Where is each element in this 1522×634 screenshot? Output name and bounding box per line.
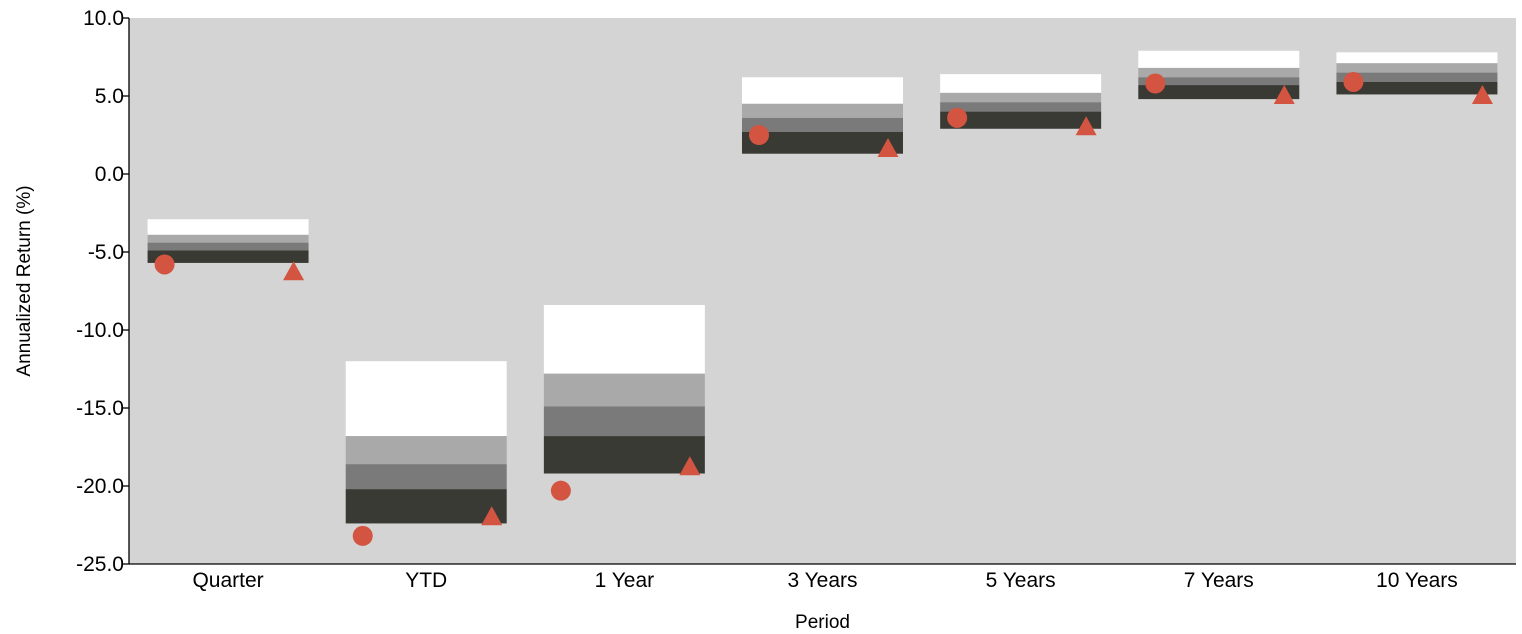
band-25-median — [543, 373, 705, 407]
circle-marker — [749, 125, 769, 145]
band-5-25 — [1138, 50, 1300, 68]
band-5-25 — [940, 74, 1102, 93]
percentile-bar — [543, 305, 705, 474]
triangle-marker — [1273, 85, 1295, 104]
triangle-marker — [877, 138, 899, 158]
x-tick-label: 7 Years — [1184, 569, 1254, 592]
percentile-bar — [147, 219, 309, 263]
y-tick-label: -5.0 — [88, 241, 124, 264]
band-median-75 — [543, 406, 705, 437]
x-axis-title: Period — [795, 612, 850, 633]
y-tick-label: 10.0 — [83, 7, 124, 30]
percentile-bar — [742, 77, 903, 154]
band-75-95 — [940, 111, 1102, 129]
circle-marker — [352, 525, 373, 546]
percentile-bar — [1336, 52, 1498, 95]
band-median-75 — [742, 117, 903, 132]
band-25-median — [940, 92, 1102, 103]
triangle-marker — [1075, 116, 1097, 136]
y-tick-label: -10.0 — [76, 319, 124, 342]
band-median-75 — [1138, 77, 1300, 86]
band-5-25 — [543, 305, 705, 374]
x-tick-label: 3 Years — [787, 569, 857, 592]
y-tick-label: -15.0 — [76, 397, 124, 420]
circle-marker — [1343, 71, 1364, 92]
y-axis-title: Annualized Return (%) — [14, 185, 35, 376]
triangle-marker — [1471, 85, 1493, 104]
series-markers — [154, 71, 1493, 546]
band-25-median — [147, 234, 309, 243]
y-tick-label: -25.0 — [76, 553, 124, 576]
band-75-95 — [345, 489, 507, 524]
band-median-75 — [345, 464, 507, 490]
triangle-marker — [481, 506, 503, 526]
band-median-75 — [147, 242, 309, 251]
percentile-bar — [345, 361, 507, 524]
triangle-marker — [283, 261, 305, 281]
band-25-median — [345, 436, 507, 465]
percentile-bar — [940, 74, 1102, 129]
band-75-95 — [147, 250, 309, 263]
band-median-75 — [940, 102, 1102, 112]
band-5-25 — [147, 219, 309, 235]
percentile-bars — [147, 50, 1498, 524]
y-axis: 10.0 5.0 0.0 -5.0 -10.0 -15.0 -20.0 -25.0 — [76, 7, 130, 576]
band-75-95 — [742, 131, 903, 154]
percentile-bar — [1138, 50, 1300, 100]
circle-marker — [947, 107, 968, 128]
y-tick-label: 0.0 — [95, 163, 124, 186]
band-75-95 — [1138, 85, 1300, 100]
band-75-95 — [1336, 81, 1498, 95]
x-axis: Quarter YTD 1 Year 3 Years 5 Years 7 Years 10 … — [129, 563, 1516, 592]
band-25-median — [742, 103, 903, 118]
band-25-median — [1336, 63, 1498, 73]
band-5-25 — [1336, 52, 1498, 64]
triangle-marker — [679, 456, 701, 476]
band-median-75 — [1336, 72, 1498, 82]
circle-marker — [154, 254, 175, 275]
band-5-25 — [345, 361, 507, 437]
circle-marker — [1145, 73, 1166, 94]
band-5-25 — [742, 77, 903, 104]
x-tick-label: 1 Year — [595, 569, 655, 592]
y-tick-label: -20.0 — [76, 475, 124, 498]
x-tick-label: YTD — [405, 569, 447, 592]
x-tick-label: Quarter — [192, 569, 263, 592]
circle-marker — [550, 480, 571, 501]
band-75-95 — [543, 436, 705, 474]
x-tick-label: 10 Years — [1376, 569, 1458, 592]
band-25-median — [1138, 67, 1300, 78]
x-tick-label: 5 Years — [986, 569, 1056, 592]
y-tick-label: 5.0 — [95, 85, 124, 108]
